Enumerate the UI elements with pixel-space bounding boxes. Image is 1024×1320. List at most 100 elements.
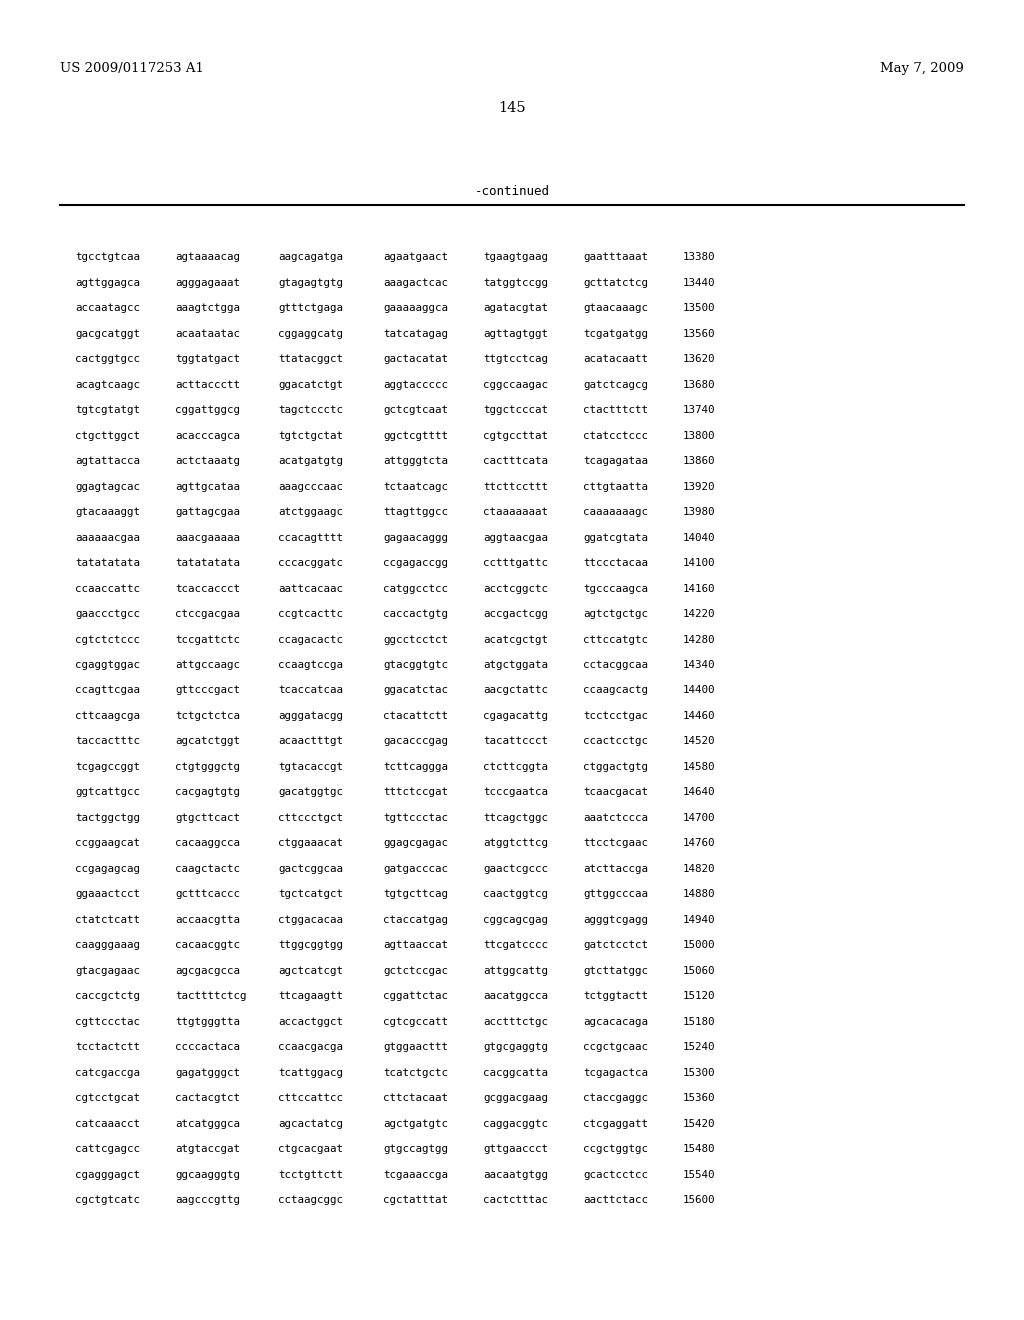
Text: tcaacgacat: tcaacgacat <box>583 788 648 797</box>
Text: attgccaagc: attgccaagc <box>175 660 240 671</box>
Text: ctcgaggatt: ctcgaggatt <box>583 1118 648 1129</box>
Text: ccgctggtgc: ccgctggtgc <box>583 1144 648 1154</box>
Text: 13560: 13560 <box>683 329 716 339</box>
Text: ctatcctccc: ctatcctccc <box>583 430 648 441</box>
Text: 14700: 14700 <box>683 813 716 822</box>
Text: 15480: 15480 <box>683 1144 716 1154</box>
Text: ccgagaccgg: ccgagaccgg <box>383 558 449 568</box>
Text: gatgacccac: gatgacccac <box>383 863 449 874</box>
Text: tcaccatcaa: tcaccatcaa <box>278 685 343 696</box>
Text: cctacggcaa: cctacggcaa <box>583 660 648 671</box>
Text: 14460: 14460 <box>683 711 716 721</box>
Text: 14760: 14760 <box>683 838 716 849</box>
Text: aaagcccaac: aaagcccaac <box>278 482 343 491</box>
Text: aagcagatga: aagcagatga <box>278 252 343 263</box>
Text: 14340: 14340 <box>683 660 716 671</box>
Text: aaacgaaaaa: aaacgaaaaa <box>175 533 240 543</box>
Text: acctcggctc: acctcggctc <box>483 583 548 594</box>
Text: agtattacca: agtattacca <box>75 457 140 466</box>
Text: ctgcttggct: ctgcttggct <box>75 430 140 441</box>
Text: acatgatgtg: acatgatgtg <box>278 457 343 466</box>
Text: agcatctggt: agcatctggt <box>175 737 240 746</box>
Text: cgaggtggac: cgaggtggac <box>75 660 140 671</box>
Text: ttcctcgaac: ttcctcgaac <box>583 838 648 849</box>
Text: 15300: 15300 <box>683 1068 716 1077</box>
Text: 14820: 14820 <box>683 863 716 874</box>
Text: tctggtactt: tctggtactt <box>583 991 648 1001</box>
Text: ctcttcggta: ctcttcggta <box>483 762 548 772</box>
Text: ggagtagcac: ggagtagcac <box>75 482 140 491</box>
Text: gttcccgact: gttcccgact <box>175 685 240 696</box>
Text: ggagcgagac: ggagcgagac <box>383 838 449 849</box>
Text: gagatgggct: gagatgggct <box>175 1068 240 1077</box>
Text: -continued: -continued <box>474 185 550 198</box>
Text: ggacatctgt: ggacatctgt <box>278 380 343 389</box>
Text: cgtctctccc: cgtctctccc <box>75 635 140 644</box>
Text: accaacgtta: accaacgtta <box>175 915 240 925</box>
Text: ccgtcacttc: ccgtcacttc <box>278 609 343 619</box>
Text: agtctgctgc: agtctgctgc <box>583 609 648 619</box>
Text: cttccatgtc: cttccatgtc <box>583 635 648 644</box>
Text: tttctccgat: tttctccgat <box>383 788 449 797</box>
Text: gacgcatggt: gacgcatggt <box>75 329 140 339</box>
Text: tcccgaatca: tcccgaatca <box>483 788 548 797</box>
Text: tcttcaggga: tcttcaggga <box>383 762 449 772</box>
Text: tactggctgg: tactggctgg <box>75 813 140 822</box>
Text: US 2009/0117253 A1: US 2009/0117253 A1 <box>60 62 205 75</box>
Text: gtacaaaggt: gtacaaaggt <box>75 507 140 517</box>
Text: gtggaacttt: gtggaacttt <box>383 1043 449 1052</box>
Text: 14400: 14400 <box>683 685 716 696</box>
Text: atggtcttcg: atggtcttcg <box>483 838 548 849</box>
Text: 15360: 15360 <box>683 1093 716 1104</box>
Text: ctccgacgaa: ctccgacgaa <box>175 609 240 619</box>
Text: tagctccctc: tagctccctc <box>278 405 343 416</box>
Text: gcttatctcg: gcttatctcg <box>583 279 648 288</box>
Text: May 7, 2009: May 7, 2009 <box>880 62 964 75</box>
Text: attggcattg: attggcattg <box>483 966 548 975</box>
Text: tcaccaccct: tcaccaccct <box>175 583 240 594</box>
Text: gtacgagaac: gtacgagaac <box>75 966 140 975</box>
Text: ctaccatgag: ctaccatgag <box>383 915 449 925</box>
Text: 14580: 14580 <box>683 762 716 772</box>
Text: caaaaaaagc: caaaaaaagc <box>583 507 648 517</box>
Text: 14940: 14940 <box>683 915 716 925</box>
Text: ctggaaacat: ctggaaacat <box>278 838 343 849</box>
Text: 14640: 14640 <box>683 788 716 797</box>
Text: cgtgccttat: cgtgccttat <box>483 430 548 441</box>
Text: ggatcgtata: ggatcgtata <box>583 533 648 543</box>
Text: gtgcgaggtg: gtgcgaggtg <box>483 1043 548 1052</box>
Text: tgaagtgaag: tgaagtgaag <box>483 252 548 263</box>
Text: cttgtaatta: cttgtaatta <box>583 482 648 491</box>
Text: tcgagccggt: tcgagccggt <box>75 762 140 772</box>
Text: 14040: 14040 <box>683 533 716 543</box>
Text: aagcccgttg: aagcccgttg <box>175 1195 240 1205</box>
Text: gtacggtgtc: gtacggtgtc <box>383 660 449 671</box>
Text: ctatctcatt: ctatctcatt <box>75 915 140 925</box>
Text: ccagttcgaa: ccagttcgaa <box>75 685 140 696</box>
Text: gtgcttcact: gtgcttcact <box>175 813 240 822</box>
Text: gtcttatggc: gtcttatggc <box>583 966 648 975</box>
Text: agggagaaat: agggagaaat <box>175 279 240 288</box>
Text: aggtaacgaa: aggtaacgaa <box>483 533 548 543</box>
Text: tcgagactca: tcgagactca <box>583 1068 648 1077</box>
Text: agttagtggt: agttagtggt <box>483 329 548 339</box>
Text: gaactcgccc: gaactcgccc <box>483 863 548 874</box>
Text: 15120: 15120 <box>683 991 716 1001</box>
Text: caactggtcg: caactggtcg <box>483 890 548 899</box>
Text: 15060: 15060 <box>683 966 716 975</box>
Text: 13800: 13800 <box>683 430 716 441</box>
Text: 15540: 15540 <box>683 1170 716 1180</box>
Text: aaagtctgga: aaagtctgga <box>175 304 240 313</box>
Text: tcctgttctt: tcctgttctt <box>278 1170 343 1180</box>
Text: gattagcgaa: gattagcgaa <box>175 507 240 517</box>
Text: acaataatac: acaataatac <box>175 329 240 339</box>
Text: tccgattctc: tccgattctc <box>175 635 240 644</box>
Text: cctaagcggc: cctaagcggc <box>278 1195 343 1205</box>
Text: caagggaaag: caagggaaag <box>75 940 140 950</box>
Text: atgctggata: atgctggata <box>483 660 548 671</box>
Text: tctgctctca: tctgctctca <box>175 711 240 721</box>
Text: ccagacactc: ccagacactc <box>278 635 343 644</box>
Text: 13620: 13620 <box>683 354 716 364</box>
Text: acacccagca: acacccagca <box>175 430 240 441</box>
Text: tcagagataa: tcagagataa <box>583 457 648 466</box>
